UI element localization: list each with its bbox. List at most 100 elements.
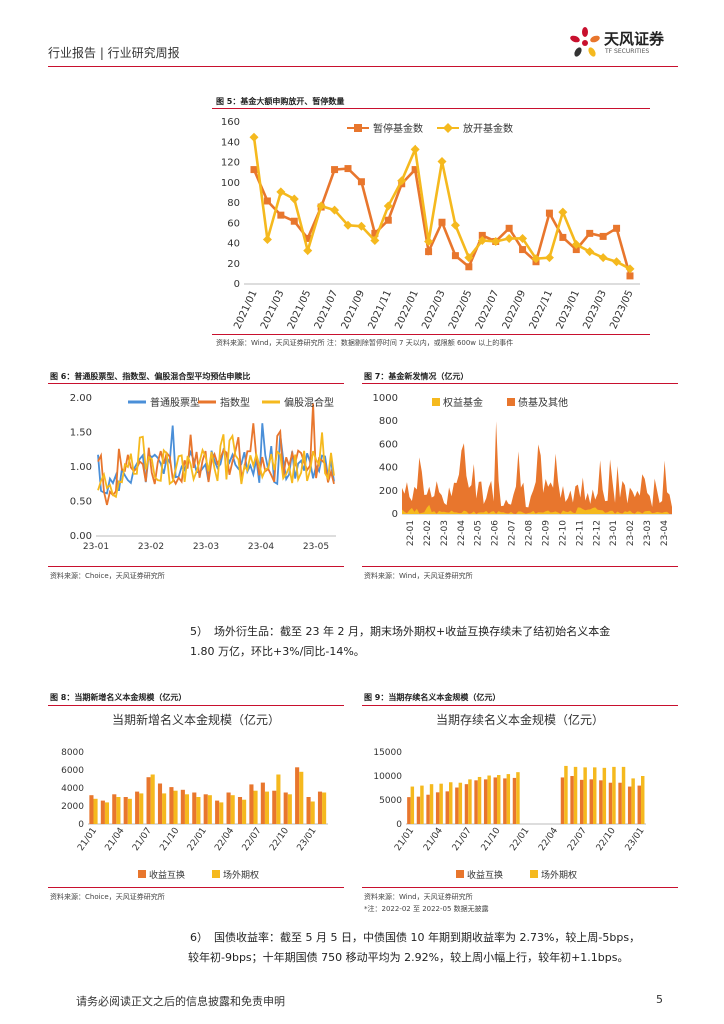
y-tick-label: 400 [379,463,398,474]
data-point [370,235,380,245]
data-point [519,246,527,254]
bar [276,774,281,824]
x-tick-label: 23/01 [624,826,647,853]
series-line-2 [97,403,335,506]
x-tick-label: 22/04 [537,826,560,853]
x-tick-label: 21/10 [480,826,503,853]
bar [483,779,488,824]
fig7-svg: 0 200 400 600 800 1000 22-01 22-02 22-03 22-04 22-… [373,393,672,546]
bar [455,787,459,824]
fig9-title-rule [362,705,678,706]
x-tick-label: 23-02 [138,542,164,552]
bar [242,799,247,824]
legend-swatch [138,870,146,878]
bar [583,767,587,824]
legend-swatch [212,870,220,878]
bar [612,766,616,824]
legend-label: 场外期权 [223,869,259,881]
data-point [585,247,595,257]
bar [493,777,498,824]
bar [317,791,323,824]
data-point [263,197,271,205]
bar [112,794,117,824]
fig5-bottom-rule [212,334,650,335]
data-point [477,235,487,245]
x-tick-label: 22-08 [525,520,535,546]
x-tick-label: 22-05 [474,520,484,546]
bar [146,777,151,824]
data-point [303,246,313,256]
fig6-bottom-rule [48,566,344,567]
data-point [613,224,621,232]
bar [264,791,270,824]
fig5-chart: 0 20 40 60 80 100 120 140 160 2021/01 2021/03 2021/… [212,110,650,332]
y-tick-label: 100 [221,178,240,189]
series-area-2 [402,421,672,514]
x-tick-label: 22/04 [213,826,236,853]
bar [458,782,463,824]
legend-swatch [530,870,538,878]
y-tick-label: 8000 [61,748,84,758]
x-tick-label: 22-03 [440,520,450,546]
bar [464,784,469,824]
fig6-svg: 0.00 0.50 1.00 1.50 2.00 23-01 23-02 23-03 23-04… [70,393,336,552]
data-point [464,253,474,263]
x-tick-label: 2021/09 [340,289,368,331]
data-point [383,201,393,211]
data-point [504,233,514,243]
y-tick-label: 0.50 [70,497,92,508]
paragraph-bond-yield: 6） 国债收益率：截至 5 月 5 日，中债国债 10 年期到期收益率为 2.73… [188,928,640,968]
paragraph-otc-derivatives: 5） 场外衍生品：截至 23 年 2 月，期末场外期权+收益互换存续未了结初始名义… [190,622,610,662]
data-point [598,253,608,263]
legend-label: 指数型 [220,396,250,409]
x-tick-label: 2023/01 [554,289,582,331]
x-tick-label: 2022/05 [447,289,475,331]
x-tick-label: 22/01 [508,826,531,853]
data-point [304,234,312,242]
bar [207,795,212,824]
y-tick-label: 80 [227,198,240,209]
bar [589,779,594,824]
y-tick-label: 2000 [61,802,84,812]
x-tick-label: 22-10 [558,520,568,546]
data-point [558,207,568,217]
y-tick-label: 15000 [373,748,402,758]
x-tick-label: 22-01 [406,520,416,546]
x-tick-label: 23-03 [193,542,219,552]
bar [169,787,174,824]
x-tick-label: 21/07 [451,826,474,853]
x-tick-label: 21/01 [393,826,416,853]
y-tick-label: 10000 [373,772,402,782]
bar [573,766,578,824]
bar [407,797,411,824]
bar [116,797,121,824]
data-point [478,231,486,239]
paragraph-line: 1.80 万亿，环比+3%/同比-14%。 [190,645,365,658]
x-tick-label: 23-04 [660,520,670,546]
bar [150,774,155,824]
bar [593,767,597,824]
data-point [411,166,419,174]
y-tick-label: 140 [221,137,240,148]
bar [512,777,517,824]
fig9-bottom-rule [362,887,678,888]
data-point [277,211,285,219]
data-point [384,216,392,224]
bar [416,796,421,824]
fig8-bottom-rule [48,887,344,888]
data-point [425,248,433,256]
bar [184,794,190,824]
bar [426,794,430,824]
bar [621,766,626,824]
x-tick-label: 22/10 [595,826,618,853]
bar [260,782,265,824]
y-tick-label: 20 [227,259,240,270]
fig9-chart: 当期存续名义本金规模（亿元） 0 5000 10000 15000 21/01 21/04 2… [362,708,678,884]
bar [445,791,450,824]
data-point [559,233,567,241]
bar [162,793,167,824]
bar [299,771,304,824]
fig9-svg: 当期存续名义本金规模（亿元） 0 5000 10000 15000 21/01 21/04 2… [373,712,647,881]
report-header-text: 行业报告 | 行业研究周报 [48,46,180,60]
data-point [250,166,258,174]
